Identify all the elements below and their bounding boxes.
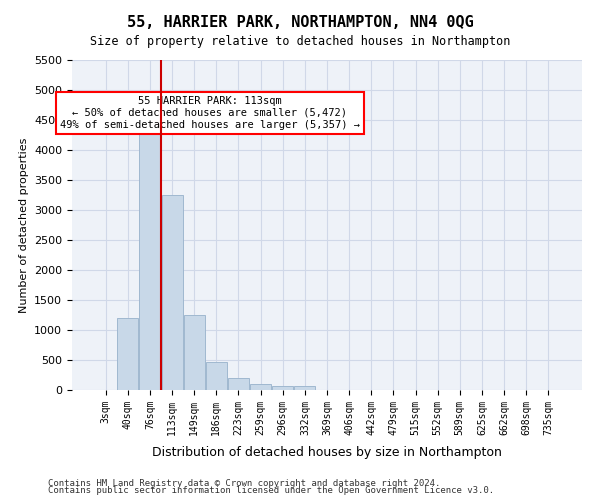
Bar <box>206 362 227 390</box>
Bar <box>295 386 316 390</box>
Text: 55, HARRIER PARK, NORTHAMPTON, NN4 0QG: 55, HARRIER PARK, NORTHAMPTON, NN4 0QG <box>127 15 473 30</box>
Text: 55 HARRIER PARK: 113sqm
← 50% of detached houses are smaller (5,472)
49% of semi: 55 HARRIER PARK: 113sqm ← 50% of detache… <box>60 96 360 130</box>
Bar <box>250 384 271 390</box>
Bar <box>118 318 139 390</box>
Text: Contains public sector information licensed under the Open Government Licence v3: Contains public sector information licen… <box>48 486 494 495</box>
Text: Contains HM Land Registry data © Crown copyright and database right 2024.: Contains HM Land Registry data © Crown c… <box>48 478 440 488</box>
Bar <box>272 386 293 390</box>
Y-axis label: Number of detached properties: Number of detached properties <box>19 138 29 312</box>
Bar <box>161 195 182 390</box>
X-axis label: Distribution of detached houses by size in Northampton: Distribution of detached houses by size … <box>152 446 502 459</box>
Text: Size of property relative to detached houses in Northampton: Size of property relative to detached ho… <box>90 35 510 48</box>
Bar <box>139 132 160 390</box>
Bar <box>184 315 205 390</box>
Bar <box>228 378 249 390</box>
